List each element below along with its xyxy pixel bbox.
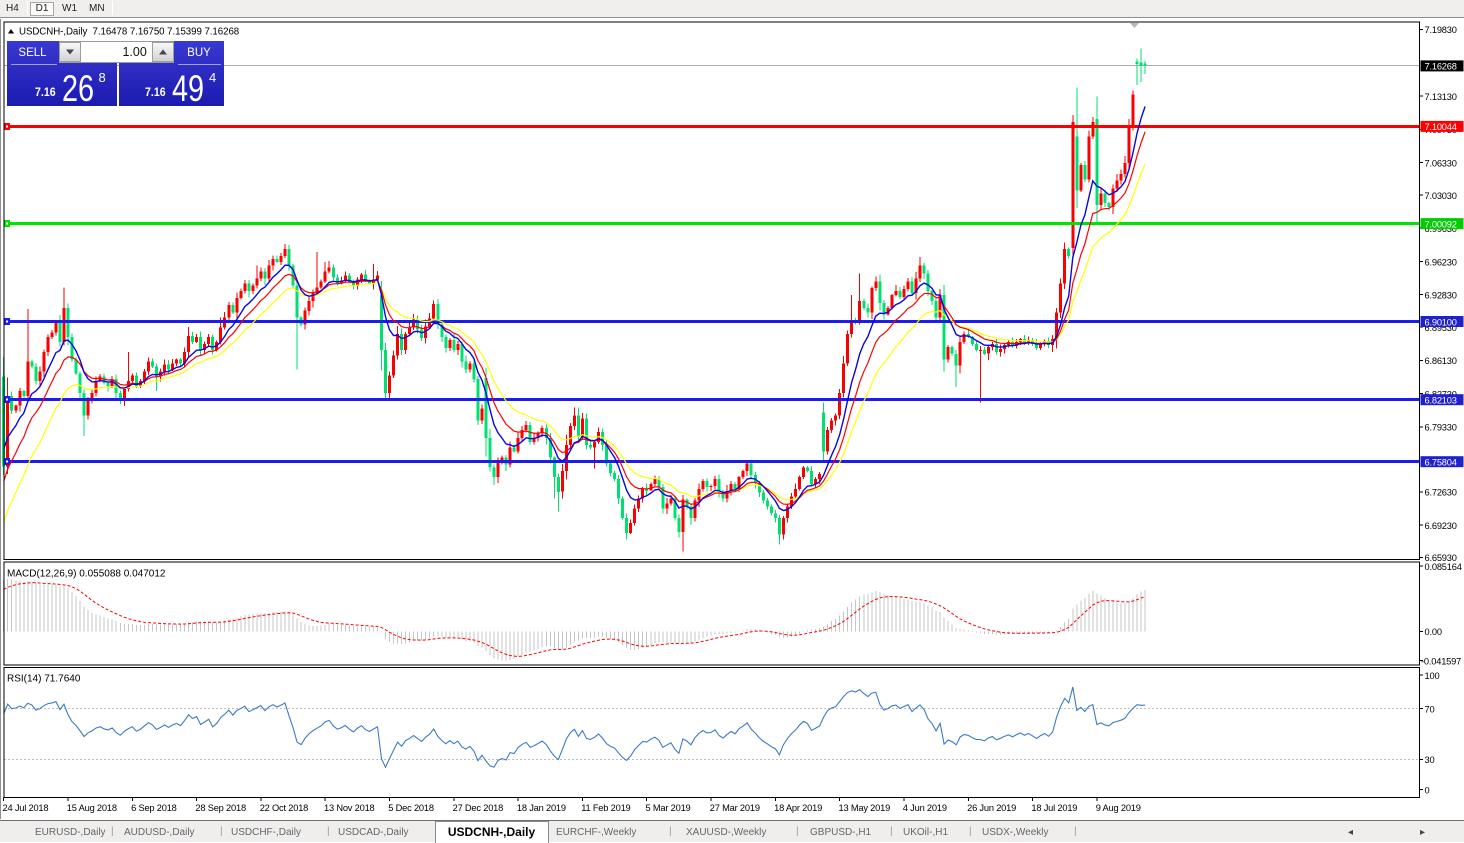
svg-text:24 Jul 2018: 24 Jul 2018 — [3, 803, 49, 813]
svg-text:6.92830: 6.92830 — [1425, 291, 1457, 301]
svg-text:26 Jun 2019: 26 Jun 2019 — [967, 803, 1016, 813]
svg-text:USDCNH-,Daily 7.16478 7.16750: USDCNH-,Daily 7.16478 7.16750 7.15399 7.… — [19, 27, 239, 38]
svg-text:MACD(12,26,9) 0.055088 0.04701: MACD(12,26,9) 0.055088 0.047012 — [7, 569, 166, 580]
svg-text:100: 100 — [1425, 671, 1440, 681]
svg-text:5 Dec 2018: 5 Dec 2018 — [388, 803, 434, 813]
svg-text:13 Nov 2018: 13 Nov 2018 — [324, 803, 375, 813]
svg-text:28 Sep 2018: 28 Sep 2018 — [195, 803, 246, 813]
svg-text:18 Jul 2019: 18 Jul 2019 — [1031, 803, 1077, 813]
svg-text:6.75804: 6.75804 — [1425, 458, 1457, 468]
svg-text:7.06330: 7.06330 — [1425, 159, 1457, 169]
svg-text:6 Sep 2018: 6 Sep 2018 — [131, 803, 177, 813]
svg-text:0: 0 — [1425, 785, 1430, 795]
svg-text:7.03030: 7.03030 — [1425, 191, 1457, 201]
svg-text:7.10044: 7.10044 — [1425, 122, 1457, 132]
svg-text:9 Aug 2019: 9 Aug 2019 — [1096, 803, 1141, 813]
svg-text:22 Oct 2018: 22 Oct 2018 — [260, 803, 308, 813]
svg-text:6.65930: 6.65930 — [1425, 553, 1457, 563]
svg-text:6.90100: 6.90100 — [1425, 317, 1457, 327]
svg-text:15 Aug 2018: 15 Aug 2018 — [67, 803, 117, 813]
svg-text:6.79330: 6.79330 — [1425, 423, 1457, 433]
svg-text:70: 70 — [1425, 704, 1435, 714]
svg-text:6.72630: 6.72630 — [1425, 488, 1457, 498]
svg-text:30: 30 — [1425, 755, 1435, 765]
svg-text:7.19830: 7.19830 — [1425, 25, 1457, 35]
svg-text:4 Jun 2019: 4 Jun 2019 — [903, 803, 947, 813]
svg-text:0.00: 0.00 — [1425, 627, 1442, 637]
svg-text:18 Apr 2019: 18 Apr 2019 — [774, 803, 822, 813]
svg-text:7.13130: 7.13130 — [1425, 92, 1457, 102]
svg-text:7.00092: 7.00092 — [1425, 219, 1457, 229]
svg-text:0.085164: 0.085164 — [1425, 562, 1462, 572]
svg-text:6.69230: 6.69230 — [1425, 521, 1457, 531]
svg-text:6.82103: 6.82103 — [1425, 396, 1457, 406]
svg-text:RSI(14) 71.7640: RSI(14) 71.7640 — [7, 674, 81, 685]
svg-text:-0.041597: -0.041597 — [1421, 656, 1461, 666]
svg-text:13 May 2019: 13 May 2019 — [839, 803, 891, 813]
svg-text:27 Dec 2018: 27 Dec 2018 — [453, 803, 504, 813]
svg-text:27 Mar 2019: 27 Mar 2019 — [710, 803, 760, 813]
svg-text:7.16268: 7.16268 — [1425, 62, 1457, 72]
svg-text:6.96230: 6.96230 — [1425, 257, 1457, 267]
svg-text:18 Jan 2019: 18 Jan 2019 — [517, 803, 566, 813]
svg-text:6.89530: 6.89530 — [1425, 323, 1457, 333]
svg-text:11 Feb 2019: 11 Feb 2019 — [581, 803, 630, 813]
svg-text:6.86130: 6.86130 — [1425, 356, 1457, 366]
svg-text:5 Mar 2019: 5 Mar 2019 — [646, 803, 691, 813]
